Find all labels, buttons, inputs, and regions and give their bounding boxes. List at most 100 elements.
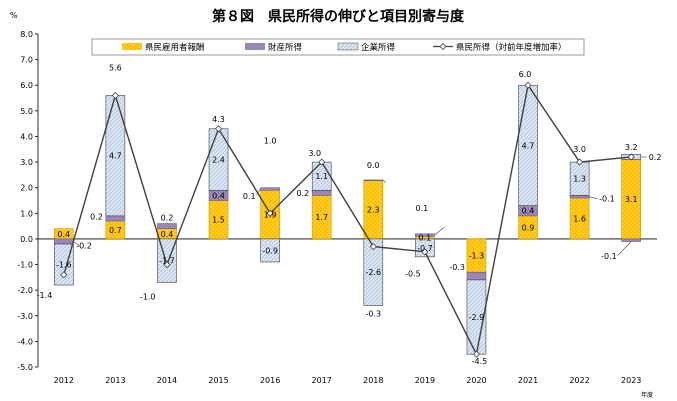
x-tick-label: 2017 xyxy=(312,376,332,385)
label-employee-compensation: 1.7 xyxy=(315,213,328,222)
y-tick-label: 3.0 xyxy=(20,158,33,167)
x-tick-label: 2021 xyxy=(518,376,538,385)
bar-corporate-income xyxy=(415,238,435,258)
y-tick-label: -1.0 xyxy=(17,261,33,270)
label-total-growth: 1.0 xyxy=(264,136,277,145)
label-corporate-income: -2.6 xyxy=(365,268,381,277)
legend-label-property: 財産所得 xyxy=(268,42,303,53)
bar-property-income xyxy=(260,187,280,191)
total-line-marker xyxy=(214,125,223,133)
label-corporate-income: 1.1 xyxy=(315,172,328,181)
total-line-path xyxy=(63,83,632,357)
x-tick-label: 2018 xyxy=(363,376,383,385)
legend-label-employee: 県民雇用者報酬 xyxy=(145,42,205,53)
x-tick-label: 2020 xyxy=(466,376,486,385)
label-corporate-income: -2.9 xyxy=(469,313,485,322)
label-corporate-income: 2.4 xyxy=(212,156,225,165)
label-corporate-income: 0.2 xyxy=(649,153,662,162)
total-line-marker xyxy=(266,209,274,217)
y-tick-label: -4.0 xyxy=(17,337,33,346)
label-property-income: 0.1 xyxy=(416,204,429,213)
y-tick-label: 7.0 xyxy=(20,56,33,65)
y-tick-label: 6.0 xyxy=(20,81,33,90)
y-tick-label: 8.0 xyxy=(20,30,33,39)
y-tick-label: 4.0 xyxy=(20,132,33,141)
total-line-marker xyxy=(421,248,429,256)
label-employee-compensation: -1.3 xyxy=(469,252,485,261)
label-property-income: -0.1 xyxy=(601,252,617,261)
label-employee-compensation: 0.4 xyxy=(161,230,174,239)
y-tick-label: 2.0 xyxy=(20,184,33,193)
label-employee-compensation: 0.7 xyxy=(109,226,122,235)
x-tick-label: 2022 xyxy=(569,376,589,385)
bar-property-income xyxy=(53,238,74,245)
legend: 県民雇用者報酬 財産所得 企業所得 県民所得（対前年度増加率） xyxy=(91,38,585,56)
label-employee-compensation: 1.9 xyxy=(264,211,277,220)
label-property-income: 0.2 xyxy=(90,212,103,221)
y-tick-label: -5.0 xyxy=(17,363,33,372)
bar-corporate-income xyxy=(260,238,280,263)
total-line xyxy=(60,81,635,358)
label-total-growth: 4.3 xyxy=(212,115,225,124)
label-leader-line xyxy=(617,241,632,256)
total-line-marker xyxy=(472,350,481,358)
label-leader-line xyxy=(73,241,80,246)
x-tick-label: 2014 xyxy=(157,376,177,385)
label-employee-compensation: 0.4 xyxy=(57,230,70,239)
x-tick-label: 2015 xyxy=(208,376,228,385)
bar-property-income xyxy=(311,189,332,196)
label-total-growth: 5.6 xyxy=(109,63,122,72)
bar-property-income xyxy=(363,179,384,181)
label-leader-line xyxy=(256,188,261,196)
legend-swatch-property xyxy=(245,43,265,50)
data-labels: 0.4 0.7 0.4 1.5 1.9 1.7 2.3 0.1 -1.3 0.9 1.6 3.1 -1.… xyxy=(37,63,662,366)
bar-property-income xyxy=(157,223,177,229)
label-employee-compensation: 0.1 xyxy=(419,234,432,243)
label-total-growth: -0.3 xyxy=(365,310,381,319)
label-corporate-income: 4.7 xyxy=(109,152,122,161)
label-corporate-income: -1.6 xyxy=(56,261,72,270)
label-leader-line xyxy=(589,196,598,199)
x-unit-label: 年度 xyxy=(641,391,653,399)
bar-property-income xyxy=(466,271,487,281)
label-total-growth: -1.0 xyxy=(140,293,156,302)
label-property-income: -0.1 xyxy=(599,195,615,204)
label-total-growth: -1.4 xyxy=(37,291,53,300)
legend-label-total: 県民所得（対前年度増加率） xyxy=(456,42,567,53)
total-line-marker xyxy=(111,91,119,100)
total-line-marker xyxy=(60,271,68,279)
label-employee-compensation: 3.1 xyxy=(625,195,638,204)
label-property-income: -0.3 xyxy=(449,263,465,272)
x-tick-label: 2012 xyxy=(54,376,74,385)
label-leader-line xyxy=(382,180,386,183)
label-total-growth: -4.5 xyxy=(472,357,488,366)
label-property-income: -0.2 xyxy=(76,241,92,250)
bar-property-income xyxy=(105,215,126,222)
label-property-income: 0.2 xyxy=(161,214,174,223)
axes: 8.0 7.0 6.0 5.0 4.0 3.0 2.0 1.0 0.0 -1.0 -2.0 -3.0 -… xyxy=(17,30,657,385)
total-line-marker xyxy=(627,153,635,161)
label-corporate-income: 4.7 xyxy=(522,141,535,150)
label-property-income: 0.4 xyxy=(522,207,535,216)
label-leader-line xyxy=(434,226,445,236)
legend-swatch-employee xyxy=(122,43,142,50)
legend-swatch-corporate xyxy=(337,42,359,51)
label-total-growth: 3.0 xyxy=(308,149,321,158)
total-line-marker xyxy=(576,158,584,166)
y-tick-label: 5.0 xyxy=(20,107,33,116)
x-tick-label: 2016 xyxy=(260,376,280,385)
y-tick-label: 1.0 xyxy=(20,209,33,218)
label-property-income: 0.0 xyxy=(367,161,380,170)
label-total-growth: -0.5 xyxy=(405,270,421,279)
label-total-growth: 3.2 xyxy=(625,143,638,152)
label-employee-compensation: 1.6 xyxy=(573,214,586,223)
chart-title: 第８図 県民所得の伸びと項目別寄与度 xyxy=(212,8,465,25)
bar-corporate-income xyxy=(363,238,384,306)
total-line-marker xyxy=(524,81,532,89)
total-line-marker xyxy=(318,158,326,166)
label-total-growth: 6.0 xyxy=(519,70,532,79)
x-tick-label: 2023 xyxy=(621,376,641,385)
label-property-income: 0.1 xyxy=(243,192,256,201)
label-corporate-income: -0.7 xyxy=(417,244,433,253)
